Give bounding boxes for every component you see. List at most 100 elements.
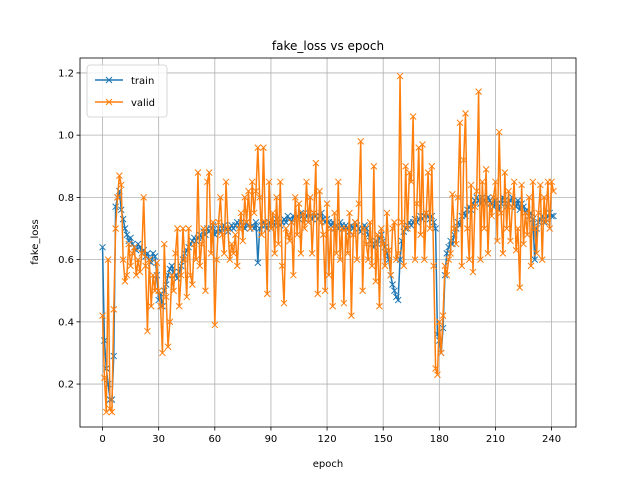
marker [355,200,363,207]
marker [460,156,468,164]
marker [349,231,357,239]
marker [226,256,234,263]
marker [217,194,224,201]
marker [136,268,144,276]
marker [245,187,252,195]
marker [188,281,196,288]
marker [290,271,297,279]
marker [127,262,134,270]
marker [363,240,370,248]
marker [381,262,389,270]
marker [112,225,119,232]
marker [284,212,292,220]
marker [286,237,293,245]
marker [379,240,387,248]
marker [505,187,512,195]
marker [179,225,187,232]
marker [288,218,295,226]
marker [278,262,286,270]
y-tick-label: 0.6 [58,255,74,266]
marker [153,259,161,267]
marker [119,215,127,223]
marker [157,302,164,310]
marker [105,98,113,106]
marker [247,225,254,232]
marker [104,256,112,263]
x-tick-label: 30 [152,434,165,445]
marker [527,262,535,270]
marker [138,250,146,257]
marker [248,178,256,186]
marker [222,178,230,186]
marker [394,250,402,257]
marker [396,72,404,80]
marker [353,256,361,263]
marker [230,250,237,257]
marker [546,225,554,232]
marker [450,225,458,232]
marker [116,172,123,179]
marker [406,169,413,176]
marker [273,194,280,201]
x-tick-label: 120 [318,434,337,445]
marker [318,218,325,226]
line [101,76,555,415]
marker [258,231,265,239]
marker [299,209,307,217]
marker [473,187,481,195]
y-axis-label: fake_loss [30,219,41,265]
marker [490,194,497,201]
marker [389,281,396,288]
marker [495,128,503,136]
marker [263,290,271,298]
marker [271,250,279,257]
legend-label: train [131,76,154,87]
marker [475,88,482,95]
marker [239,237,247,245]
marker [170,268,177,276]
marker [284,231,292,239]
marker [162,293,170,301]
marker [310,209,318,217]
marker [303,178,310,186]
marker [518,181,526,189]
marker [232,231,239,239]
marker [99,312,106,319]
marker [411,256,419,263]
marker [400,262,408,270]
marker [392,256,400,263]
marker [392,293,400,301]
marker [492,178,499,186]
marker [252,187,260,195]
marker [336,218,344,226]
marker [149,271,157,279]
marker [531,256,539,263]
marker [142,262,149,270]
marker [462,110,469,117]
marker [265,178,273,186]
marker [252,218,260,226]
marker [441,262,449,270]
marker [503,225,511,232]
marker [230,225,237,232]
marker [377,225,385,232]
marker [467,181,475,189]
marker [305,218,312,226]
marker [110,306,118,313]
marker [261,218,269,226]
marker [488,212,496,220]
marker [443,271,451,279]
marker [537,181,544,189]
marker [121,278,129,285]
marker [105,76,113,84]
marker [342,225,350,232]
marker [538,256,546,263]
marker [510,178,518,186]
marker [175,302,183,310]
marker [280,299,288,307]
x-tick-label: 150 [374,434,393,445]
marker [439,312,447,319]
marker [325,271,333,279]
marker [454,194,462,201]
marker [484,250,492,257]
